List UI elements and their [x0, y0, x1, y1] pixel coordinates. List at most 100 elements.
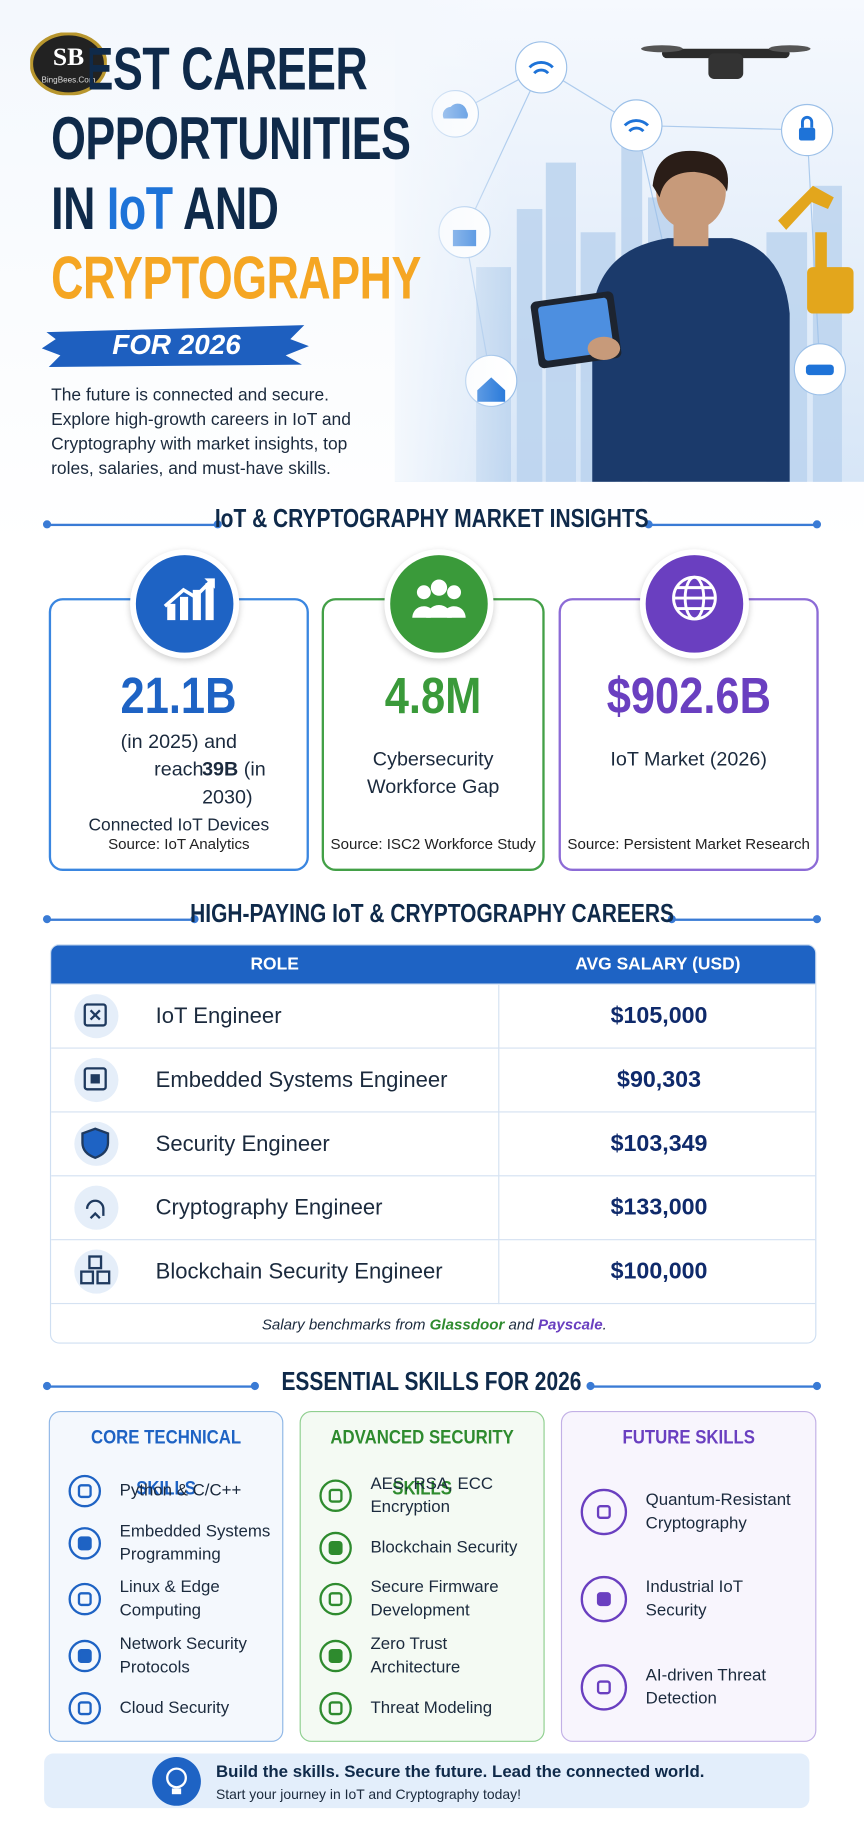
- role-icon: [74, 994, 119, 1039]
- note-text: Glassdoor: [429, 1315, 505, 1334]
- role-icon: [74, 1185, 119, 1230]
- role-icon: [74, 1057, 119, 1103]
- card-label: Connected IoT Devices: [88, 815, 270, 835]
- table-row: Security Engineer $103,349: [51, 1111, 816, 1177]
- section-heading: ESSENTIAL SKILLS FOR 2026: [0, 1367, 864, 1397]
- skill-item: AI-driven Threat Detection: [562, 1662, 815, 1713]
- heading-text: ESSENTIAL SKILLS FOR 2026: [282, 1366, 582, 1396]
- skill-icon: [319, 1531, 352, 1565]
- heading-text: ADVANCED SECURITY SKILLS: [330, 1426, 514, 1500]
- title-line: OPPORTUNITIES: [51, 105, 411, 174]
- value-text: 4.8M: [384, 667, 482, 725]
- note-text: Salary benchmarks from: [261, 1315, 426, 1334]
- desc-line: 39B (in 2030): [51, 756, 306, 812]
- table-note: Salary benchmarks from Glassdoor and Pay…: [51, 1302, 816, 1342]
- role: Embedded Systems Engineer: [155, 1068, 448, 1093]
- icon: [85, 1199, 105, 1220]
- heading-text: FUTURE SKILLS: [622, 1426, 755, 1449]
- icon: [83, 1067, 107, 1091]
- skill-column: FUTURE SKILLS Quantum-Resistant Cryptogra…: [560, 1410, 817, 1742]
- card-desc: (in 2025) and reach 39B (in 2030) Connecte…: [51, 728, 306, 839]
- role: Security Engineer: [155, 1132, 330, 1157]
- skill-text: Network Security Protocols: [119, 1635, 247, 1677]
- column-header: ROLE: [250, 954, 299, 975]
- badge: FOR 2026: [112, 329, 241, 362]
- card-source: Source: Persistent Market Research: [567, 834, 810, 853]
- note-text: Payscale: [537, 1315, 603, 1334]
- heading-text: IoT & CRYPTOGRAPHY MARKET INSIGHTS: [215, 503, 649, 534]
- salary: $103,349: [498, 1112, 815, 1177]
- role-icon: [74, 1249, 119, 1294]
- note-text: .: [602, 1315, 607, 1334]
- skill-item: Embedded Systems Programming: [50, 1520, 282, 1566]
- insight-card: $902.6B IoT Market (2026) Source: Persiste…: [558, 549, 819, 871]
- card-desc: Cybersecurity Workforce Gap: [324, 746, 542, 802]
- role: IoT Engineer: [155, 1004, 282, 1029]
- salary: $100,000: [498, 1240, 815, 1305]
- skill-heading: ADVANCED SECURITY SKILLS: [301, 1412, 544, 1499]
- table-row: Cryptography Engineer $133,000: [51, 1175, 816, 1241]
- divider: [42, 915, 199, 924]
- title-text: AND: [182, 175, 279, 243]
- logo-text: BingBees.Com: [41, 75, 95, 84]
- table-header: ROLE AVG SALARY (USD): [51, 945, 816, 984]
- card-icon: [130, 549, 240, 659]
- salary: $133,000: [498, 1176, 815, 1241]
- card-icon: [639, 549, 750, 659]
- skill-text: Linux & Edge Computing: [119, 1578, 220, 1621]
- logo: SB BingBees.Com: [30, 32, 107, 96]
- card-icon: [384, 549, 494, 659]
- role: Cryptography Engineer: [155, 1196, 383, 1221]
- skill-item: Secure Firmware Development: [301, 1576, 544, 1622]
- skill-heading: CORE TECHNICAL SKILLS: [50, 1412, 282, 1499]
- skill-icon: [580, 1664, 628, 1711]
- skill-text: AES, RSA, ECC Encryption: [370, 1475, 494, 1517]
- footer-title: Build the skills. Secure the future. Lea…: [215, 1762, 705, 1782]
- skill-icon: [580, 1488, 628, 1536]
- skill-text: Embedded Systems Programming: [119, 1522, 271, 1565]
- icon: [83, 1003, 107, 1027]
- skill-text: Blockchain Security: [370, 1538, 518, 1558]
- skill-icon: [68, 1639, 102, 1673]
- divider: [42, 520, 222, 529]
- salary-table: ROLE AVG SALARY (USD) IoT Engineer $105,00…: [49, 944, 817, 1344]
- salary: $105,000: [498, 984, 815, 1049]
- icon: [672, 575, 717, 621]
- skill-item: Network Security Protocols: [50, 1633, 282, 1679]
- skill-text: AI-driven Threat Detection: [645, 1666, 767, 1709]
- heading-text: HIGH-PAYING IoT & CRYPTOGRAPHY CAREERS: [190, 898, 674, 928]
- card-source: Source: IoT Analytics: [108, 834, 250, 853]
- divider: [42, 1381, 259, 1391]
- section-heading: HIGH-PAYING IoT & CRYPTOGRAPHY CAREERS: [0, 899, 864, 929]
- skill-icon: [68, 1475, 102, 1508]
- skill-item: Cloud Security: [50, 1689, 282, 1726]
- skill-item: Linux & Edge Computing: [50, 1576, 282, 1622]
- skill-text: Zero Trust Architecture: [370, 1635, 461, 1677]
- skill-text: Quantum-Resistant Cryptography: [645, 1490, 791, 1533]
- skill-item: Threat Modeling: [301, 1689, 544, 1726]
- desc-bold: 39B: [202, 758, 239, 781]
- badge-brush: [41, 325, 309, 367]
- title-text: IN: [51, 175, 95, 243]
- skill-icon: [319, 1479, 352, 1513]
- skill-icon: [580, 1576, 628, 1623]
- desc-line: (in 2025) and reach: [120, 730, 238, 781]
- icon: [163, 578, 215, 621]
- card-source: Source: ISC2 Workforce Study: [330, 834, 536, 853]
- icon: [412, 579, 466, 618]
- insight-card: 4.8M Cybersecurity Workforce Gap Source: I…: [321, 549, 545, 871]
- skill-item: Python & C/C++: [50, 1473, 282, 1510]
- skill-item: Industrial IoT Security: [562, 1574, 815, 1625]
- divider: [586, 1381, 822, 1391]
- icon: [81, 1127, 110, 1160]
- section-heading: IoT & CRYPTOGRAPHY MARKET INSIGHTS: [0, 504, 864, 534]
- skill-list: Python & C/C++ Embedded Systems Programmi…: [50, 1468, 282, 1732]
- skill-icon: [319, 1691, 352, 1725]
- value-text: $902.6B: [606, 667, 771, 725]
- desc-text: (in 2030): [202, 758, 266, 809]
- skill-item: Blockchain Security: [301, 1529, 544, 1566]
- skill-list: AES, RSA, ECC Encryption Blockchain Secur…: [301, 1468, 544, 1732]
- title-line: IN IoT AND: [51, 175, 279, 243]
- card-label: Cybersecurity Workforce Gap: [366, 747, 500, 798]
